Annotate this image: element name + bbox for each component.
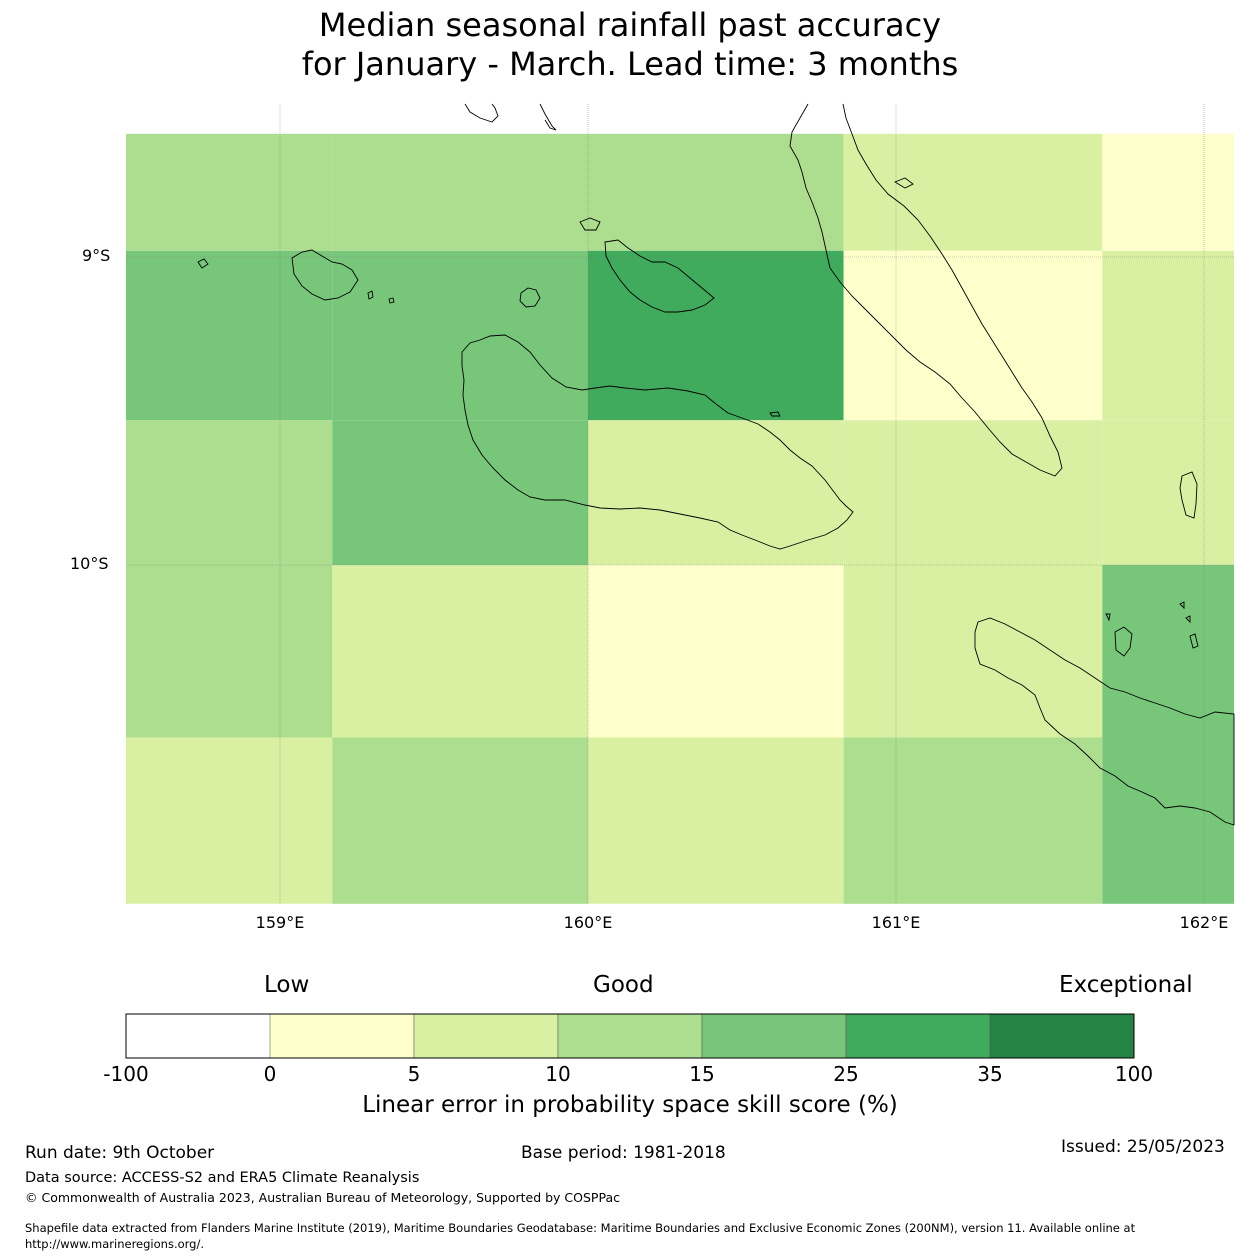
skill-cell-4 xyxy=(1102,133,1234,251)
lon-label-162e: 162°E xyxy=(1179,913,1229,932)
colorbar-tick: 5 xyxy=(407,1062,421,1086)
skill-cell-21 xyxy=(332,737,588,904)
map-gridlines xyxy=(126,104,1234,904)
coastline-ulawa xyxy=(1179,471,1198,519)
coastline-small-island-8 xyxy=(1105,613,1111,622)
coastlines xyxy=(197,103,1235,826)
colorbar-tick: 15 xyxy=(689,1062,715,1086)
coastline-guadalcanal xyxy=(461,334,854,550)
lon-label-161e: 161°E xyxy=(871,913,921,932)
colorbar-tick: -100 xyxy=(103,1062,149,1086)
coastline-small-island-5 xyxy=(1114,626,1133,657)
coastline-malaita-east xyxy=(893,177,914,189)
issued-date: Issued: 25/05/2023 xyxy=(1061,1137,1225,1157)
coastline-santa-isabel xyxy=(464,103,557,131)
skill-cell-5 xyxy=(126,250,333,421)
skill-cell-8 xyxy=(843,250,1103,421)
coastline-small-island-7 xyxy=(1185,615,1191,624)
colorbar-swatch-0 xyxy=(126,1014,270,1058)
lon-label-160e: 160°E xyxy=(563,913,613,932)
colorbar-swatch-4 xyxy=(701,1013,847,1059)
lat-label-10s: 10°S xyxy=(70,554,109,573)
skill-cell-19 xyxy=(1102,565,1234,738)
coastline-malaita xyxy=(789,103,1063,477)
run-date: Run date: 9th October xyxy=(25,1143,215,1163)
colorbar-swatches xyxy=(126,1013,1135,1059)
colorbar-swatch-5 xyxy=(845,1013,991,1059)
coastline-makira xyxy=(974,617,1235,826)
skill-cell-9 xyxy=(1102,250,1234,421)
base-period: Base period: 1981-2018 xyxy=(521,1143,726,1163)
skill-cell-6 xyxy=(332,250,588,421)
coastline-small-island-6 xyxy=(1179,601,1185,610)
coastline-small-island-2 xyxy=(197,258,209,269)
coastline-small-island-1 xyxy=(579,217,601,231)
skill-cell-2 xyxy=(588,133,844,251)
skill-cell-3 xyxy=(843,133,1103,251)
chart-title-line-2: for January - March. Lead time: 3 months xyxy=(301,45,959,83)
skill-cell-13 xyxy=(843,420,1103,565)
skill-cell-18 xyxy=(843,565,1103,738)
colorbar-swatch-1 xyxy=(269,1013,415,1059)
shapefile-credit-line-2: http://www.marineregions.org/. xyxy=(25,1237,204,1251)
coastline-savo xyxy=(519,287,541,308)
coastline-russell-islands xyxy=(291,249,359,301)
shapefile-credit-line-1: Shapefile data extracted from Flanders M… xyxy=(25,1221,1136,1235)
skill-cell-15 xyxy=(126,565,333,738)
coastline-nggela xyxy=(604,239,715,313)
coastline-small-island-10 xyxy=(769,411,781,417)
skill-cell-10 xyxy=(126,420,333,565)
colorbar-frame xyxy=(125,1013,1135,1059)
lat-label-9s: 9°S xyxy=(82,246,111,265)
skill-cell-0 xyxy=(126,133,333,251)
skill-cell-7 xyxy=(588,250,844,421)
skill-cell-20 xyxy=(126,737,333,904)
colorbar-label-exceptional: Exceptional xyxy=(1059,972,1193,998)
colorbar-label-good: Good xyxy=(593,972,654,998)
lon-label-159e: 159°E xyxy=(255,913,305,932)
chart-title-line-1: Median seasonal rainfall past accuracy xyxy=(318,6,942,44)
skill-cell-1 xyxy=(332,133,588,251)
coastline-small-island-4 xyxy=(388,297,395,304)
copyright: © Commonwealth of Australia 2023, Austra… xyxy=(25,1190,620,1205)
colorbar-label-low: Low xyxy=(264,972,310,998)
coastline-small-island-9 xyxy=(1189,633,1199,649)
data-source: Data source: ACCESS-S2 and ERA5 Climate … xyxy=(25,1170,420,1186)
colorbar-tick: 0 xyxy=(263,1062,277,1086)
colorbar-axis-label: Linear error in probability space skill … xyxy=(362,1092,898,1118)
skill-cell-23 xyxy=(843,737,1103,904)
skill-grid-cells xyxy=(126,133,1234,904)
skill-cell-24 xyxy=(1102,737,1234,904)
colorbar-tick: 100 xyxy=(1114,1062,1154,1086)
colorbar-swatch-2 xyxy=(413,1013,559,1059)
coastline-small-island-3 xyxy=(367,290,374,300)
colorbar-swatch-3 xyxy=(557,1013,703,1059)
skill-cell-12 xyxy=(588,420,844,565)
skill-cell-17 xyxy=(588,565,844,738)
skill-cell-16 xyxy=(332,565,588,738)
colorbar-tick: 35 xyxy=(977,1062,1003,1086)
colorbar-swatch-6 xyxy=(989,1013,1135,1059)
colorbar-tick: 10 xyxy=(545,1062,571,1086)
colorbar-tick: 25 xyxy=(833,1062,859,1086)
skill-cell-14 xyxy=(1102,420,1234,565)
skill-cell-11 xyxy=(332,420,588,565)
skill-cell-22 xyxy=(588,737,844,904)
